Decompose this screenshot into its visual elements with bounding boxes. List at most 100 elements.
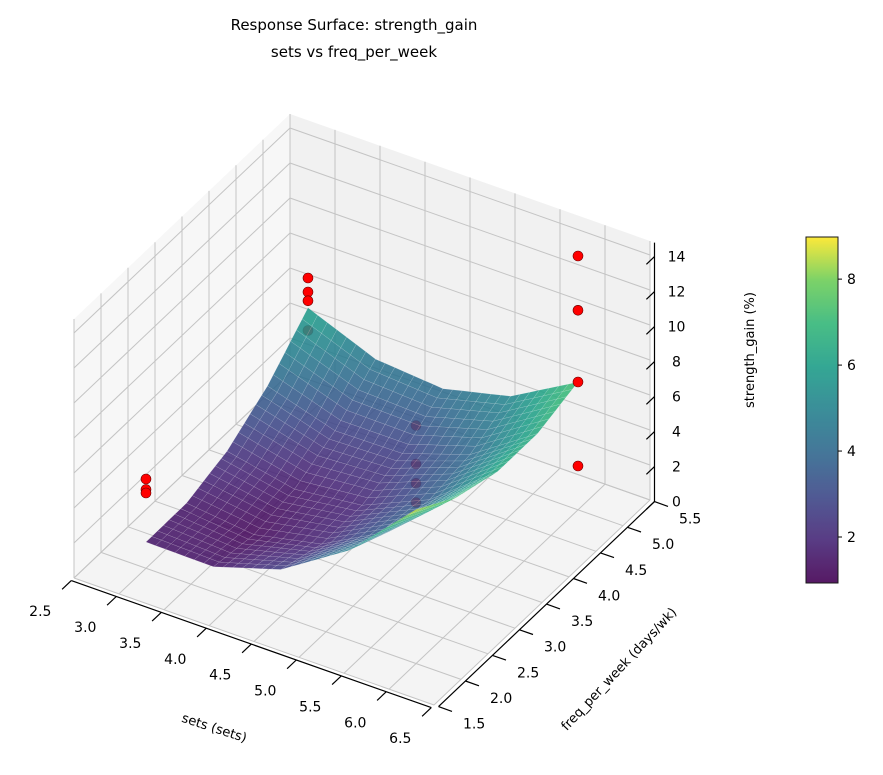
y-tick-label: 2.0: [490, 691, 512, 707]
x-tick-label: 6.5: [389, 731, 411, 747]
x-tick-label: 5.0: [254, 684, 276, 700]
gridline-z: [73, 232, 291, 439]
scatter-point: [572, 250, 584, 262]
colorbar: [805, 236, 839, 584]
z-axis-label: strength_gain (%): [743, 292, 758, 408]
colorbar-tick-label: 2: [847, 530, 856, 546]
z-tick-label: 6: [672, 390, 681, 406]
y-tick: [492, 654, 507, 661]
surface-facet: [492, 460, 509, 471]
y-tick: [519, 629, 534, 636]
z-tick-label: 4: [672, 425, 681, 441]
scatter-point: [572, 304, 584, 316]
x-tick: [106, 596, 117, 606]
surface-facet: [475, 475, 492, 484]
tick-labels: 2.5 3.0 3.5 4.0 4.5 5.0 5.5 6.0 6.5 1.5 2.0 2.5 3.0 3…: [29, 250, 701, 748]
x-tick: [286, 659, 297, 670]
surface-facet: [538, 411, 556, 423]
z-tick-label: 0: [672, 495, 681, 511]
chart-title-line-2: sets vs freq_per_week: [271, 43, 437, 62]
scatter-point: [572, 460, 584, 472]
z-tick-label: 14: [668, 250, 686, 266]
y-tick: [465, 680, 480, 687]
x-tick: [331, 675, 342, 686]
gridline-z: [289, 267, 651, 396]
x-tick: [196, 627, 207, 638]
scatter-point: [302, 272, 314, 284]
gridline-z: [73, 127, 291, 334]
y-tick: [627, 526, 642, 533]
x-tick-label: 4.0: [164, 652, 186, 668]
surface-facet: [423, 502, 440, 511]
x-tick-label: 4.5: [209, 668, 231, 684]
gridline-z: [289, 232, 651, 361]
z-tick-label: 2: [672, 460, 681, 476]
z-tick-label: 8: [672, 355, 681, 371]
z-tick: [645, 501, 655, 510]
colorbar-tick-label: 6: [847, 358, 856, 374]
gridline-y: [73, 577, 435, 706]
z-tick: [645, 396, 655, 405]
surface-facet: [458, 486, 475, 496]
scatter-point: [140, 487, 152, 499]
surface-facet: [406, 507, 422, 516]
y-tick: [438, 706, 453, 712]
gridline-z: [73, 267, 291, 474]
y-tick-label: 3.0: [544, 640, 566, 656]
y-tick-label: 5.0: [652, 537, 674, 553]
y-tick-label: 5.5: [679, 512, 701, 528]
y-tick: [600, 552, 615, 559]
gridline-z: [73, 162, 291, 369]
z-tick-label: 10: [668, 320, 686, 336]
x-axis-label: sets (sets): [180, 711, 249, 746]
y-tick-label: 4.5: [625, 563, 647, 579]
z-tick: [645, 466, 655, 475]
surface-facet: [504, 449, 521, 460]
gridline-z: [73, 197, 291, 404]
gridline-z: [289, 302, 651, 431]
z-tick-label: 12: [668, 285, 686, 301]
scatter-visible: [140, 250, 584, 499]
y-tick: [654, 501, 669, 507]
colorbar-tick-label: 8: [847, 272, 856, 288]
colorbar-tick-label: 4: [847, 444, 856, 460]
x-tick: [151, 611, 162, 622]
scatter-point: [140, 473, 152, 485]
x-tick-label: 5.5: [299, 699, 321, 715]
y-tick: [546, 603, 561, 610]
x-tick: [241, 643, 252, 654]
z-tick: [645, 291, 655, 300]
gridline-z: [73, 302, 291, 509]
surface-facet: [417, 504, 434, 512]
surface-facet: [556, 388, 573, 400]
y-tick-label: 4.0: [598, 588, 620, 604]
gridline-z: [73, 337, 291, 544]
axis-lines: [61, 242, 669, 717]
z-tick: [645, 256, 655, 265]
scatter-point: [572, 376, 584, 388]
x-tick-label: 3.0: [74, 620, 96, 636]
surface-facet: [527, 425, 544, 438]
z-tick: [645, 361, 655, 370]
surface-facet: [521, 433, 538, 443]
y-tick-label: 1.5: [463, 717, 485, 733]
scatter-point: [302, 295, 314, 307]
gridline-z: [289, 162, 651, 291]
x-tick: [421, 707, 432, 717]
x-tick: [376, 691, 387, 701]
gridline-y: [100, 551, 462, 680]
z-tick: [645, 326, 655, 335]
y-tick-label: 3.5: [571, 614, 593, 630]
gridline-z: [289, 197, 651, 326]
z-tick: [645, 431, 655, 440]
chart-title-line-1: Response Surface: strength_gain: [231, 16, 478, 35]
y-tick-label: 2.5: [517, 665, 539, 681]
colorbar-ticks: 2 4 6 8: [838, 272, 856, 546]
x-tick-label: 6.0: [344, 715, 366, 731]
x-tick-label: 3.5: [119, 636, 141, 652]
x-tick: [61, 580, 72, 590]
response-surface: [145, 307, 579, 570]
x-tick-label: 2.5: [29, 604, 51, 620]
y-tick: [573, 577, 588, 584]
